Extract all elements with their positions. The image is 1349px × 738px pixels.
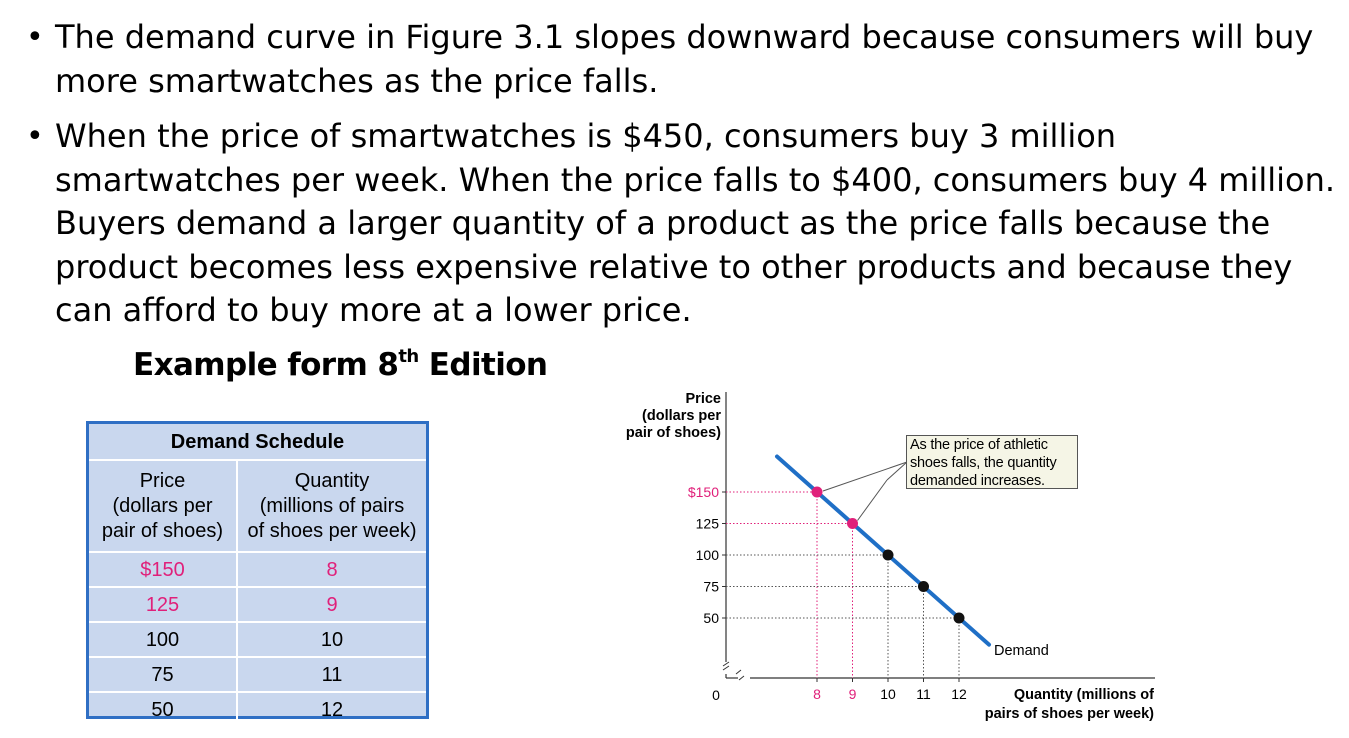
annotation-line: As the price of athletic (910, 437, 1048, 453)
x-axis-label: Quantity (millions of (1014, 687, 1154, 703)
header-line: (dollars per (112, 494, 213, 517)
quantity-cell: 9 (326, 594, 338, 616)
price-cell: 125 (89, 588, 238, 621)
price-cell: 100 (89, 623, 238, 656)
header-line: Price (139, 469, 186, 492)
data-point (918, 581, 929, 592)
example-heading-sup: th (398, 345, 419, 367)
y-tick-label: 100 (696, 547, 720, 563)
data-point (953, 612, 965, 624)
quantity-cell: 12 (320, 699, 344, 721)
example-heading: Example form 8th Edition (133, 345, 548, 383)
example-heading-tail: Edition (418, 347, 548, 383)
origin-label: 0 (712, 687, 720, 703)
bullet-marker: • (26, 119, 44, 154)
callout-pointer (886, 461, 908, 481)
annotation-line: demanded increases. (910, 473, 1045, 489)
x-tick-label: 8 (813, 686, 821, 702)
table-row: 75 11 (89, 658, 426, 693)
price-cell: 75 (89, 658, 238, 691)
table-row: 125 9 (89, 588, 426, 623)
axis-break-icon (735, 669, 745, 681)
demand-curve (775, 454, 991, 647)
header-line: of shoes per week) (247, 519, 417, 542)
annotation-callout: As the price of athletic shoes falls, th… (906, 435, 1078, 489)
table-row: 50 12 (89, 693, 426, 726)
callout-pointer (822, 461, 908, 492)
table-row: 100 10 (89, 623, 426, 658)
demand-schedule-table: Demand Schedule Price (dollars per pair … (86, 421, 429, 726)
header-line: Quantity (294, 469, 370, 492)
quantity-cell: 11 (321, 664, 343, 686)
demand-curve-chart: Price (dollars per pair of shoes) Quantity … (600, 380, 1200, 730)
y-axis-label: pair of shoes) (626, 425, 721, 441)
table-title: Demand Schedule (89, 424, 426, 461)
x-tick-label: 11 (916, 686, 931, 702)
x-tick-label: 10 (880, 686, 896, 702)
y-tick-label: 125 (696, 516, 720, 532)
x-tick-label: 12 (951, 686, 967, 702)
data-point (847, 518, 858, 529)
axis-break-icon (722, 661, 730, 671)
annotation-line: shoes falls, the quantity (910, 455, 1057, 471)
bullet-text: The demand curve in Figure 3.1 slopes do… (55, 18, 1314, 100)
quantity-column-header: Quantity (millions of pairs of shoes per… (238, 461, 426, 551)
header-line: (millions of pairs (259, 494, 405, 517)
example-heading-text: Example form 8 (133, 347, 399, 383)
y-axis-label: (dollars per (642, 408, 721, 424)
price-cell: 50 (89, 693, 238, 726)
y-tick-label: 75 (703, 579, 719, 595)
bullet-text: When the price of smartwatches is $450, … (55, 117, 1336, 329)
price-column-header: Price (dollars per pair of shoes) (89, 461, 238, 551)
series-label-demand: Demand (994, 643, 1049, 659)
price-cell: $150 (89, 553, 238, 586)
y-tick-label: $150 (688, 484, 719, 500)
x-axis-label: pairs of shoes per week) (985, 706, 1154, 722)
callout-pointer (857, 479, 888, 521)
y-tick-label: 50 (703, 610, 719, 626)
table-header-row: Price (dollars per pair of shoes) Quanti… (89, 461, 426, 553)
y-axis-label: Price (686, 391, 721, 407)
quantity-cell: 10 (320, 629, 344, 651)
quantity-cell: 8 (326, 559, 338, 581)
header-line: pair of shoes) (101, 519, 224, 542)
bullet-list: • The demand curve in Figure 3.1 slopes … (24, 16, 1339, 345)
bullet-marker: • (26, 20, 44, 55)
table-row: $150 8 (89, 553, 426, 588)
bullet-item: • The demand curve in Figure 3.1 slopes … (24, 16, 1339, 103)
data-point (882, 549, 894, 561)
bullet-item: • When the price of smartwatches is $450… (24, 115, 1339, 333)
x-tick-label: 9 (849, 686, 857, 702)
data-point (811, 486, 823, 498)
